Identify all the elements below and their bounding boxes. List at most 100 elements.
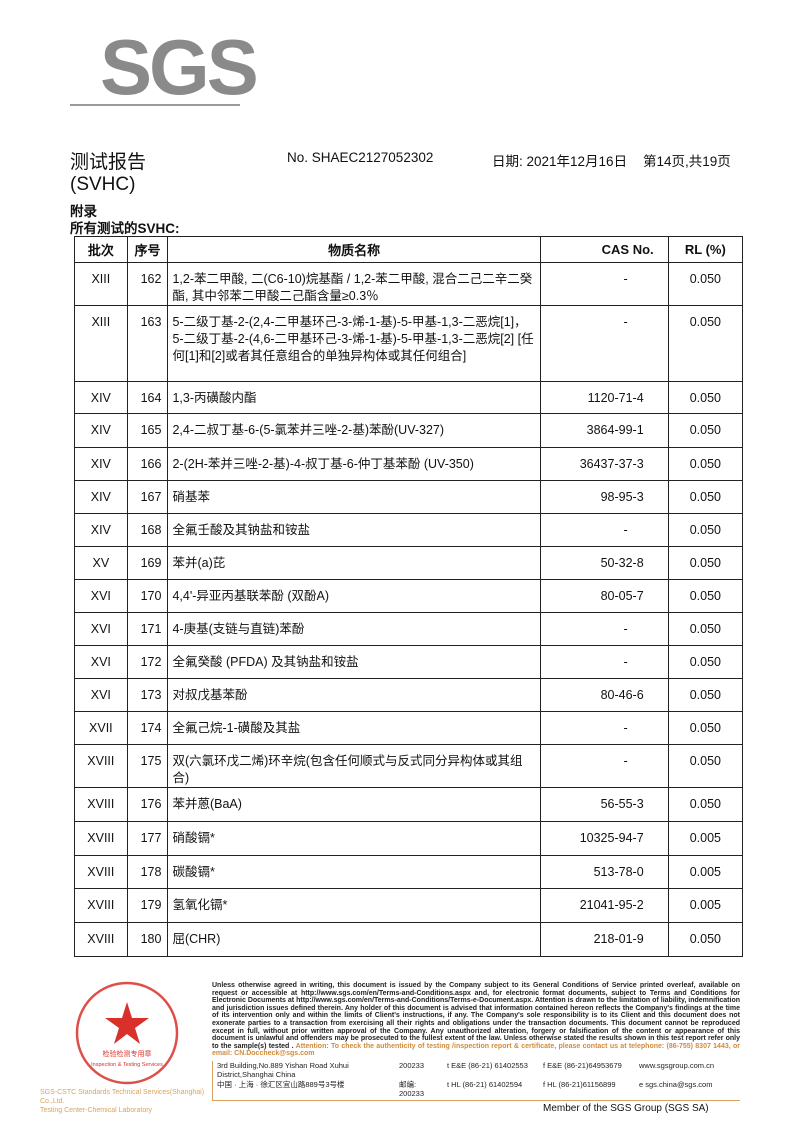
cell-no: 174 bbox=[126, 711, 169, 745]
tel-hl: t HL (86-21) 61402594 bbox=[447, 1079, 523, 1089]
cell-cas: 98-95-3 bbox=[539, 480, 669, 514]
cell-name: 双(六氯环戊二烯)环辛烷(包含任何顺式与反式同分异构体或其组合) bbox=[167, 744, 541, 788]
cell-name: 4-庚基(支链与直链)苯酚 bbox=[167, 612, 541, 646]
table-row: XIV 164 1,3-丙磺酸内酯 1120-71-4 0.050 bbox=[74, 381, 744, 414]
cell-cas: 36437-37-3 bbox=[539, 447, 669, 481]
cell-name: 全氟己烷-1-磺酸及其盐 bbox=[167, 711, 541, 745]
cell-no: 170 bbox=[126, 579, 169, 613]
cell-rl: 0.050 bbox=[667, 546, 744, 580]
cell-cas: 80-46-6 bbox=[539, 678, 669, 712]
table-row: XVI 173 对叔戊基苯酚 80-46-6 0.050 bbox=[74, 678, 744, 712]
cell-batch: XV bbox=[74, 546, 128, 580]
report-subtitle: (SVHC) bbox=[70, 174, 136, 195]
cell-batch: XVI bbox=[74, 645, 128, 679]
cell-no: 177 bbox=[126, 821, 169, 856]
logo-underline bbox=[70, 104, 240, 106]
cell-no: 167 bbox=[126, 480, 169, 514]
cell-batch: XVIII bbox=[74, 888, 128, 923]
cell-name: 4,4'-异亚丙基联苯酚 (双酚A) bbox=[167, 579, 541, 613]
cell-rl: 0.050 bbox=[667, 612, 744, 646]
zip-code-cn: 邮编: 200233 bbox=[399, 1079, 425, 1098]
table-row: XIV 167 硝基苯 98-95-3 0.050 bbox=[74, 480, 744, 514]
report-title: 测试报告 bbox=[70, 152, 147, 173]
cell-rl: 0.050 bbox=[667, 678, 744, 712]
cell-name: 1,2-苯二甲酸, 二(C6-10)烷基酯 / 1,2-苯二甲酸, 混合二己二辛… bbox=[167, 262, 541, 306]
cell-name: 硝基苯 bbox=[167, 480, 541, 514]
cell-rl: 0.050 bbox=[667, 413, 744, 448]
svg-text:Inspection & Testing Services: Inspection & Testing Services bbox=[91, 1062, 163, 1068]
member-text: Member of the SGS Group (SGS SA) bbox=[543, 1102, 709, 1114]
table-row: XIII 163 5-二级丁基-2-(2,4-二甲基环己-3-烯-1-基)-5-甲基… bbox=[74, 305, 744, 382]
cell-name: 2-(2H-苯并三唑-2-基)-4-叔丁基-6-仲丁基苯酚 (UV-350) bbox=[167, 447, 541, 481]
cell-cas: 10325-94-7 bbox=[539, 821, 669, 856]
terms-text: Unless otherwise agreed in writing, this… bbox=[212, 982, 740, 1058]
inspection-stamp: 检验检测专用章 Inspection & Testing Services bbox=[75, 981, 179, 1085]
cell-name: 全氟壬酸及其钠盐和铵盐 bbox=[167, 513, 541, 547]
table-row: XVIII 179 氢氧化镉* 21041-95-2 0.005 bbox=[74, 888, 744, 923]
cell-batch: XVI bbox=[74, 579, 128, 613]
footer: Unless otherwise agreed in writing, this… bbox=[212, 982, 740, 1114]
page-number: 第14页,共19页 bbox=[643, 154, 731, 169]
cell-batch: XVII bbox=[74, 711, 128, 745]
cell-cas: 56-55-3 bbox=[539, 787, 669, 822]
cell-rl: 0.050 bbox=[667, 711, 744, 745]
svg-text:检验检测专用章: 检验检测专用章 bbox=[103, 1049, 152, 1058]
table-row: XVI 171 4-庚基(支链与直链)苯酚 -0.050 bbox=[74, 612, 744, 646]
cell-cas: 80-05-7 bbox=[539, 579, 669, 613]
cell-cas: - bbox=[539, 711, 669, 745]
address-en: 3rd Building,No.889 Yishan Road Xuhui Di… bbox=[217, 1060, 349, 1079]
col-no: 序号 bbox=[126, 236, 169, 263]
cell-batch: XIV bbox=[74, 413, 128, 448]
report-number: No. SHAEC2127052302 bbox=[287, 150, 434, 165]
tel-ee: t E&E (86-21) 61402553 bbox=[447, 1060, 528, 1070]
report-date: 日期: 2021年12月16日 bbox=[492, 154, 628, 169]
zip-code: 200233 bbox=[399, 1060, 425, 1070]
stamp-caption-line: Testing Center-Chemical Laboratory bbox=[40, 1107, 153, 1114]
col-rl: RL (%) bbox=[667, 236, 744, 263]
cell-no: 176 bbox=[126, 787, 169, 822]
website[interactable]: www.sgsgroup.com.cn bbox=[639, 1060, 715, 1070]
cell-no: 179 bbox=[126, 888, 169, 923]
cell-cas: - bbox=[539, 513, 669, 547]
cell-name: 硝酸镉* bbox=[167, 821, 541, 856]
address-block: 3rd Building,No.889 Yishan Road Xuhui Di… bbox=[212, 1060, 740, 1101]
cell-batch: XVIII bbox=[74, 855, 128, 889]
cell-batch: XIV bbox=[74, 447, 128, 481]
cell-no: 164 bbox=[126, 381, 169, 414]
cell-batch: XIV bbox=[74, 513, 128, 547]
table-row: XV 169 苯并(a)芘 50-32-8 0.050 bbox=[74, 546, 744, 580]
cell-rl: 0.050 bbox=[667, 513, 744, 547]
cell-no: 169 bbox=[126, 546, 169, 580]
sgs-logo: SGS bbox=[100, 23, 259, 111]
cell-cas: - bbox=[539, 645, 669, 679]
cell-batch: XIII bbox=[74, 305, 128, 382]
cell-batch: XVIII bbox=[74, 787, 128, 822]
cell-name: 苯并(a)芘 bbox=[167, 546, 541, 580]
cell-cas: 513-78-0 bbox=[539, 855, 669, 889]
fax-ee: f E&E (86-21)64953679 bbox=[543, 1060, 622, 1070]
cell-rl: 0.050 bbox=[667, 480, 744, 514]
table-row: XVI 170 4,4'-异亚丙基联苯酚 (双酚A) 80-05-7 0.050 bbox=[74, 579, 744, 613]
cell-rl: 0.050 bbox=[667, 787, 744, 822]
cell-no: 171 bbox=[126, 612, 169, 646]
cell-no: 173 bbox=[126, 678, 169, 712]
fax-hl: f HL (86-21)61156899 bbox=[543, 1079, 616, 1089]
cell-cas: 50-32-8 bbox=[539, 546, 669, 580]
cell-name: 全氟癸酸 (PFDA) 及其钠盐和铵盐 bbox=[167, 645, 541, 679]
col-batch: 批次 bbox=[74, 236, 128, 263]
cell-no: 175 bbox=[126, 744, 169, 788]
cell-rl: 0.050 bbox=[667, 922, 744, 957]
cell-cas: 3864-99-1 bbox=[539, 413, 669, 448]
cell-cas: - bbox=[539, 262, 669, 306]
stamp-caption: SGS-CSTC Standards Technical Services(Sh… bbox=[40, 1088, 205, 1115]
cell-no: 163 bbox=[126, 305, 169, 382]
table-row: XVIII 176 苯并蒽(BaA) 56-55-3 0.050 bbox=[74, 787, 744, 822]
cell-batch: XVIII bbox=[74, 922, 128, 957]
svhc-table: 批次 序号 物质名称 CAS No. RL (%) XIII 162 1,2-苯二甲… bbox=[74, 236, 744, 957]
cell-rl: 0.050 bbox=[667, 447, 744, 481]
cell-name: 屈(CHR) bbox=[167, 922, 541, 957]
table-row: XVI 172 全氟癸酸 (PFDA) 及其钠盐和铵盐 -0.050 bbox=[74, 645, 744, 679]
cell-name: 5-二级丁基-2-(2,4-二甲基环己-3-烯-1-基)-5-甲基-1,3-二恶… bbox=[167, 305, 541, 382]
email[interactable]: e sgs.china@sgs.com bbox=[639, 1079, 713, 1089]
address-cn: 中国 · 上海 · 徐汇区宜山路889号3号楼 bbox=[217, 1079, 345, 1089]
